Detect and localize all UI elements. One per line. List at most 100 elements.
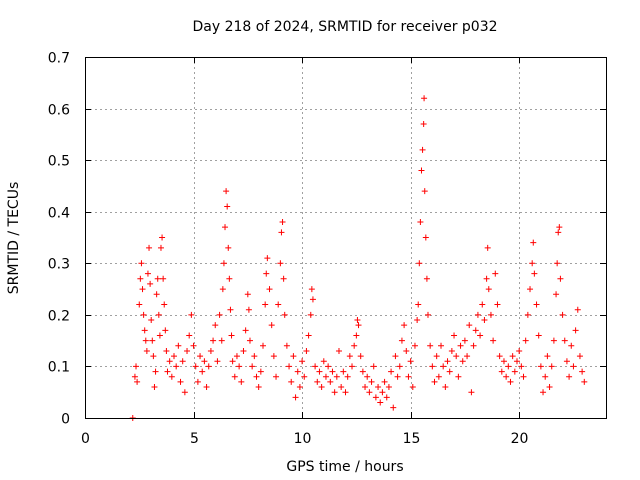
data-point bbox=[460, 358, 466, 364]
data-point bbox=[581, 379, 587, 385]
data-point bbox=[343, 389, 349, 395]
data-point bbox=[488, 312, 494, 318]
data-point bbox=[310, 296, 316, 302]
data-point bbox=[492, 271, 498, 277]
data-point bbox=[455, 374, 461, 380]
data-point bbox=[134, 379, 140, 385]
data-point bbox=[464, 353, 470, 359]
data-point bbox=[225, 245, 231, 251]
data-point bbox=[360, 369, 366, 375]
x-tick-label: 15 bbox=[403, 431, 421, 447]
data-point bbox=[510, 353, 516, 359]
data-point bbox=[290, 353, 296, 359]
data-point bbox=[392, 353, 398, 359]
data-point bbox=[449, 348, 455, 354]
y-tick-label: 0.7 bbox=[48, 51, 70, 67]
data-point bbox=[453, 353, 459, 359]
data-point bbox=[401, 322, 407, 328]
data-point bbox=[458, 343, 464, 349]
data-point bbox=[538, 363, 544, 369]
data-point bbox=[544, 353, 550, 359]
data-point bbox=[208, 348, 214, 354]
data-point bbox=[217, 312, 223, 318]
data-point bbox=[321, 358, 327, 364]
data-point bbox=[418, 167, 424, 173]
data-point bbox=[562, 338, 568, 344]
data-point bbox=[405, 374, 411, 380]
data-point bbox=[154, 291, 160, 297]
x-tick-labels: 0 5 10 15 20 bbox=[81, 431, 528, 447]
data-point bbox=[158, 245, 164, 251]
data-point bbox=[336, 348, 342, 354]
data-point bbox=[249, 363, 255, 369]
data-point bbox=[412, 343, 418, 349]
data-point bbox=[297, 384, 303, 390]
data-point bbox=[206, 363, 212, 369]
data-point bbox=[133, 363, 139, 369]
data-point bbox=[351, 343, 357, 349]
data-point bbox=[275, 302, 281, 308]
data-point bbox=[236, 363, 242, 369]
data-point bbox=[527, 286, 533, 292]
data-point bbox=[349, 363, 355, 369]
data-point bbox=[530, 240, 536, 246]
data-point bbox=[282, 312, 288, 318]
data-point bbox=[358, 353, 364, 359]
data-point bbox=[408, 358, 414, 364]
data-point bbox=[151, 384, 157, 390]
data-point bbox=[390, 405, 396, 411]
data-point bbox=[153, 369, 159, 375]
data-point bbox=[210, 338, 216, 344]
data-point bbox=[214, 358, 220, 364]
data-point bbox=[534, 302, 540, 308]
data-point bbox=[420, 147, 426, 153]
data-point bbox=[162, 327, 168, 333]
data-point bbox=[329, 369, 335, 375]
data-point bbox=[147, 281, 153, 287]
data-point bbox=[417, 219, 423, 225]
data-point bbox=[312, 363, 318, 369]
data-point bbox=[180, 358, 186, 364]
data-point bbox=[434, 353, 440, 359]
data-point bbox=[146, 245, 152, 251]
data-point bbox=[560, 312, 566, 318]
data-point bbox=[171, 353, 177, 359]
data-point bbox=[148, 317, 154, 323]
data-point bbox=[503, 374, 509, 380]
data-point bbox=[271, 353, 277, 359]
data-point bbox=[579, 369, 585, 375]
data-point bbox=[238, 379, 244, 385]
data-point bbox=[150, 353, 156, 359]
y-axis-label: SRMTID / TECUs bbox=[6, 182, 22, 295]
data-point bbox=[462, 338, 468, 344]
data-point bbox=[551, 338, 557, 344]
data-point bbox=[432, 379, 438, 385]
data-point bbox=[501, 358, 507, 364]
data-point bbox=[371, 363, 377, 369]
data-point bbox=[540, 389, 546, 395]
data-point bbox=[293, 394, 299, 400]
data-point bbox=[573, 327, 579, 333]
data-point bbox=[178, 379, 184, 385]
y-tick-label: 0 bbox=[61, 412, 70, 428]
data-point bbox=[299, 358, 305, 364]
data-point bbox=[325, 363, 331, 369]
data-point bbox=[395, 374, 401, 380]
data-point bbox=[253, 374, 259, 380]
data-point bbox=[316, 369, 322, 375]
data-point bbox=[240, 348, 246, 354]
data-point bbox=[577, 353, 583, 359]
data-point bbox=[466, 322, 472, 328]
data-point bbox=[429, 363, 435, 369]
data-point bbox=[438, 343, 444, 349]
data-point bbox=[570, 363, 576, 369]
y-tick-label: 0.2 bbox=[48, 309, 70, 325]
data-point bbox=[440, 363, 446, 369]
x-tick-label: 10 bbox=[294, 431, 312, 447]
data-point bbox=[164, 369, 170, 375]
data-point bbox=[263, 271, 269, 277]
data-point bbox=[140, 286, 146, 292]
data-point bbox=[260, 343, 266, 349]
data-point bbox=[468, 389, 474, 395]
data-point bbox=[169, 374, 175, 380]
